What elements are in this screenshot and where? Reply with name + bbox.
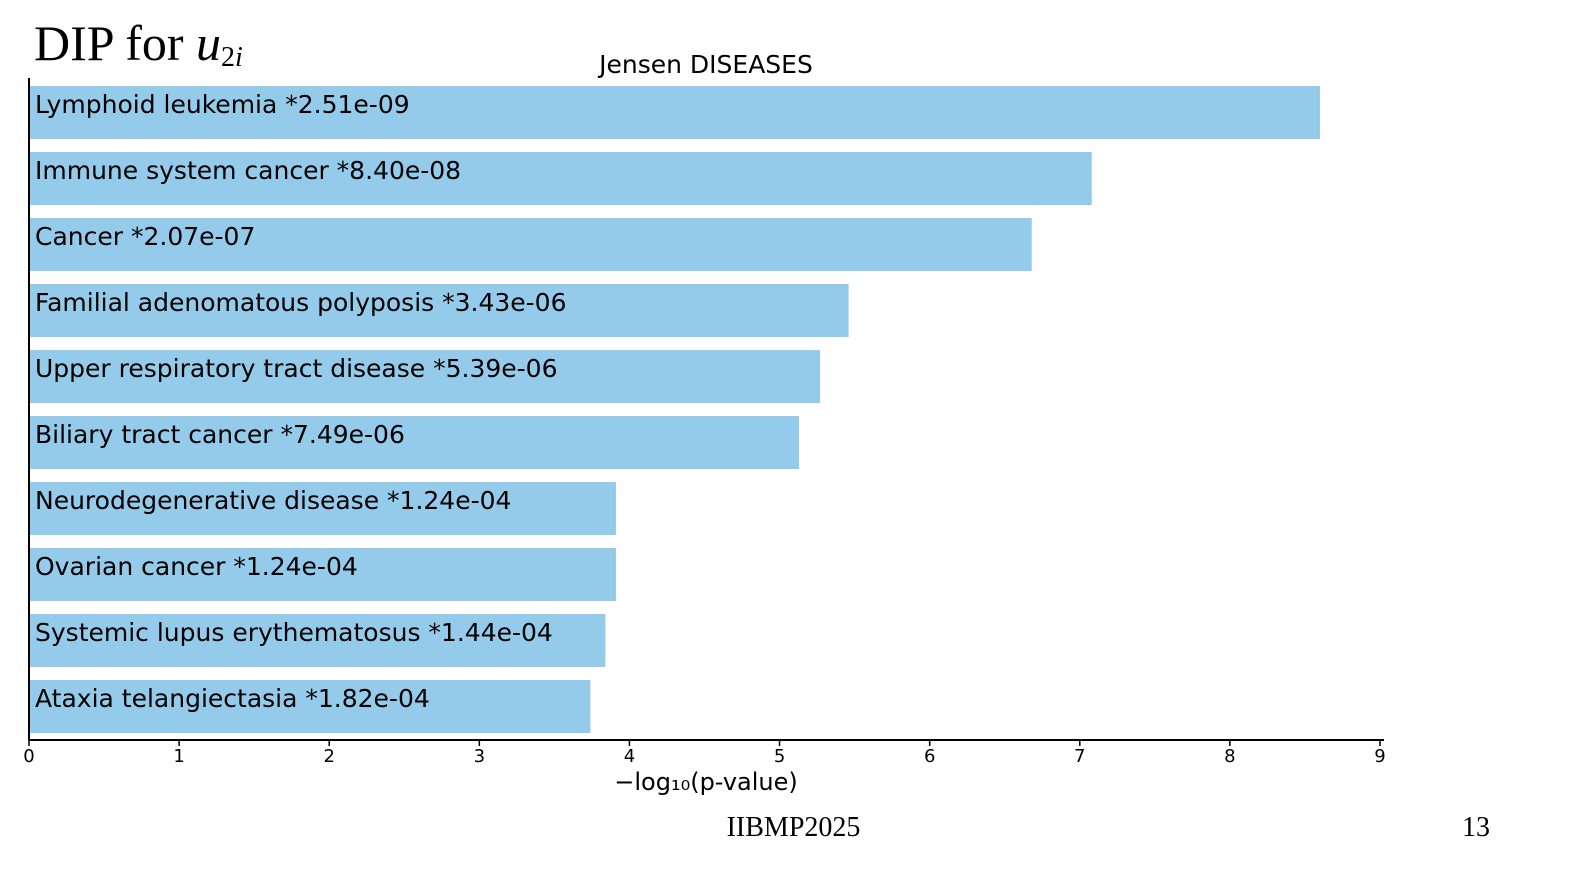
bar xyxy=(29,284,849,337)
x-tick-label: 8 xyxy=(1224,746,1235,767)
slide-title-subscript-index: i xyxy=(235,42,243,73)
bar-label: Upper respiratory tract disease *5.39e-0… xyxy=(35,354,557,383)
x-tick-label: 9 xyxy=(1374,746,1385,767)
x-tick-label: 5 xyxy=(774,746,785,767)
bar-label: Biliary tract cancer *7.49e-06 xyxy=(35,420,405,449)
slide-title-subscript: 2i xyxy=(221,42,243,73)
x-tick-label: 4 xyxy=(624,746,635,767)
bar-label: Immune system cancer *8.40e-08 xyxy=(35,156,461,185)
x-tick-label: 1 xyxy=(173,746,184,767)
bar-label: Cancer *2.07e-07 xyxy=(35,222,255,251)
bar-label: Neurodegenerative disease *1.24e-04 xyxy=(35,486,511,515)
slide-title-subscript-number: 2 xyxy=(221,42,236,73)
bar-label: Ovarian cancer *1.24e-04 xyxy=(35,552,358,581)
footer-conference: IIBMP2025 xyxy=(726,812,861,843)
x-tick-label: 6 xyxy=(924,746,935,767)
bar xyxy=(29,482,616,535)
slide-title-text: DIP for xyxy=(34,15,197,71)
bar xyxy=(29,680,591,733)
axes-group: 0 1 2 3 4 5 6 7 8 9 xyxy=(23,78,1386,767)
bar xyxy=(29,350,821,403)
page-number: 13 xyxy=(1462,812,1490,843)
bar xyxy=(29,548,616,601)
bar xyxy=(29,218,1032,271)
bar xyxy=(29,416,800,469)
bar xyxy=(29,86,1320,139)
bar-label: Familial adenomatous polyposis *3.43e-06 xyxy=(35,288,567,317)
slide-title-variable: u xyxy=(196,15,222,71)
bar-label: Systemic lupus erythematosus *1.44e-04 xyxy=(35,618,553,647)
bar xyxy=(29,614,606,667)
bars-group: Lymphoid leukemia *2.51e-09 Immune system… xyxy=(29,86,1320,733)
x-tick-label: 2 xyxy=(323,746,334,767)
bar-label: Ataxia telangiectasia *1.82e-04 xyxy=(35,684,430,713)
x-tick-label: 3 xyxy=(474,746,485,767)
slide-title: DIP for u2i xyxy=(34,18,243,72)
x-tick-label: 7 xyxy=(1074,746,1085,767)
x-tick-label: 0 xyxy=(23,746,34,767)
bar-label: Lymphoid leukemia *2.51e-09 xyxy=(35,90,410,119)
chart-title: Jensen DISEASES xyxy=(597,50,813,79)
bar xyxy=(29,152,1092,205)
x-axis-label: −log₁₀(p-value) xyxy=(614,768,797,796)
